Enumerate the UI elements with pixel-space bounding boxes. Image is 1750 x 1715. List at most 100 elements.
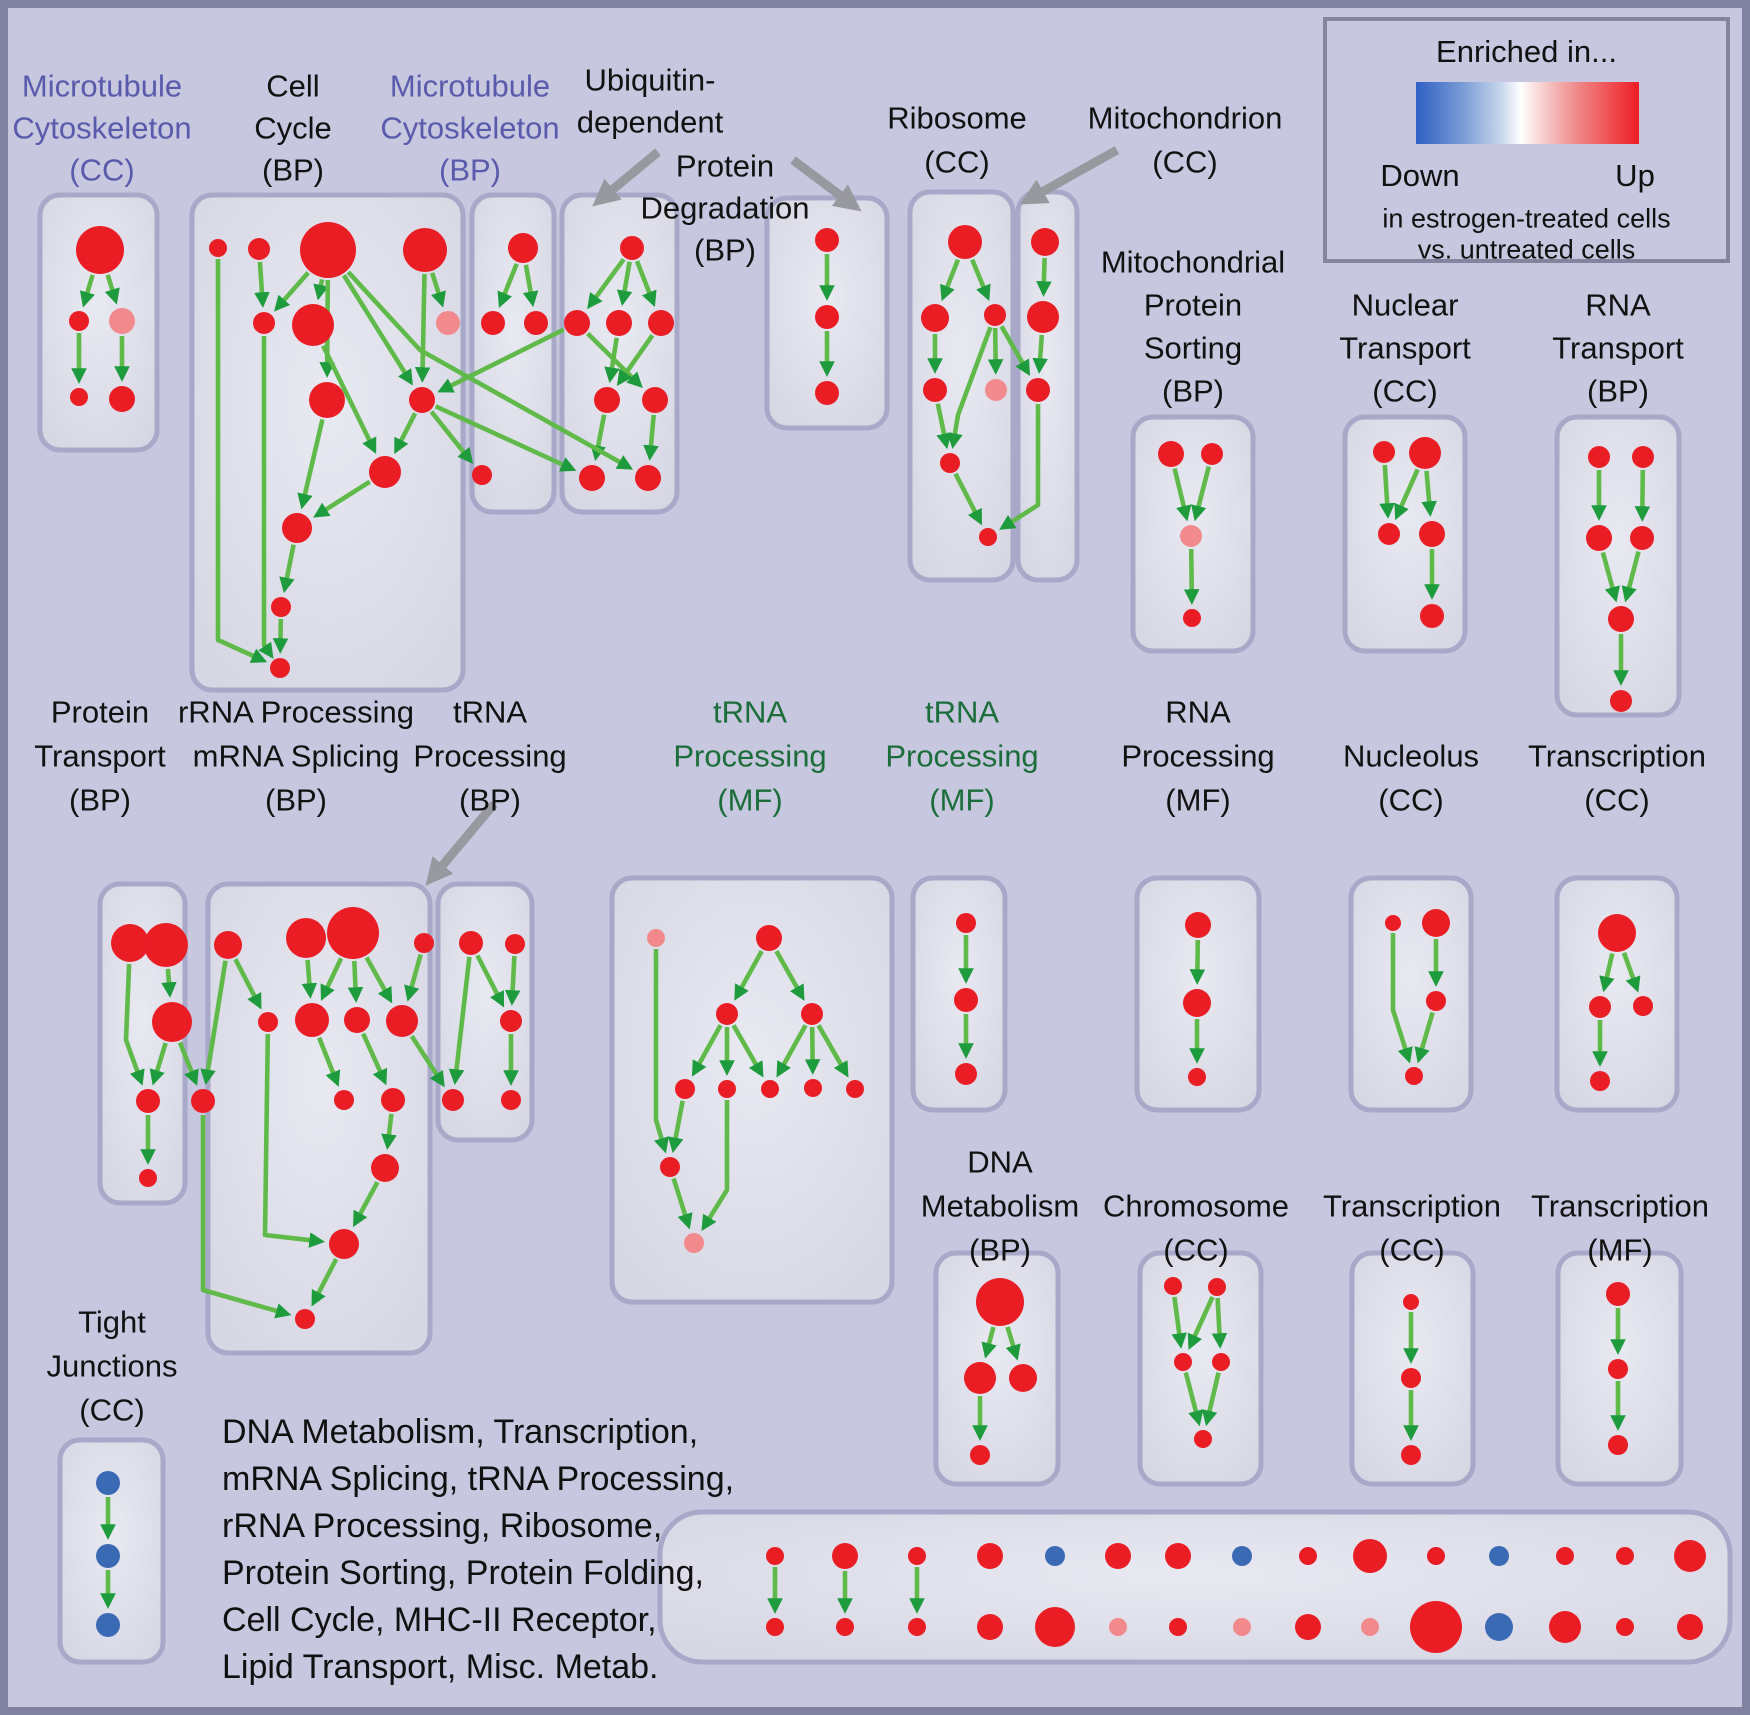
edge-arrow <box>1621 952 1641 993</box>
go-term-node <box>976 1278 1024 1326</box>
edge-arrow <box>200 1115 292 1319</box>
go-term-node <box>270 658 290 678</box>
go-term-node <box>984 304 1006 326</box>
edge-arrow <box>79 274 95 308</box>
cluster-boxes <box>37 189 1733 1665</box>
go-term-node <box>500 1010 522 1032</box>
edge-arrow <box>177 1041 199 1086</box>
go-term-node <box>442 1089 464 1111</box>
go-term-node <box>1174 1353 1192 1371</box>
edge-arrow <box>313 278 329 301</box>
edge-arrow <box>731 1024 764 1078</box>
go-term-node <box>1419 521 1445 547</box>
go-term-node <box>716 1003 738 1025</box>
strip-node-top <box>977 1543 1003 1569</box>
edge-arrow <box>364 956 393 1004</box>
edge-arrow <box>394 412 418 455</box>
edge-arrow <box>279 544 296 594</box>
go-term-node <box>1164 1277 1182 1295</box>
go-term-node <box>804 1079 822 1097</box>
go-term-node <box>309 382 345 418</box>
go-term-node <box>1009 1364 1037 1392</box>
edge-arrow <box>429 410 474 465</box>
strip-node-bottom <box>1677 1614 1703 1640</box>
strip-node-bottom <box>1035 1607 1075 1647</box>
go-term-node <box>801 1003 823 1025</box>
edge-arrow <box>123 963 145 1086</box>
strip-node-top <box>1105 1543 1131 1569</box>
go-term-node <box>1180 525 1202 547</box>
go-term-node <box>1586 525 1612 551</box>
go-term-node <box>1401 1368 1421 1388</box>
edge-arrow <box>774 949 805 1001</box>
cluster-box-nuclear-transport <box>1342 414 1468 654</box>
go-term-node <box>1201 443 1223 465</box>
go-term-node <box>956 913 976 933</box>
strip-node-top <box>832 1543 858 1569</box>
go-term-node <box>282 513 312 543</box>
go-term-node <box>524 311 548 335</box>
edge-arrow <box>475 954 505 1008</box>
strip-node-bottom <box>1109 1618 1127 1636</box>
go-term-node <box>1426 991 1446 1011</box>
edge-arrow <box>1191 466 1212 522</box>
strip-node-bottom <box>836 1618 854 1636</box>
edge-arrow <box>346 270 634 470</box>
go-term-node <box>594 387 620 413</box>
go-term-node <box>606 310 632 336</box>
go-term-node <box>923 378 947 402</box>
edge-arrow <box>200 960 228 1086</box>
go-term-node <box>295 1003 329 1037</box>
go-term-node <box>248 238 270 260</box>
edge-arrow <box>409 1034 445 1088</box>
go-term-node <box>1632 446 1654 468</box>
go-term-node <box>436 311 460 335</box>
cluster-box-dna-metabolism <box>933 1250 1061 1487</box>
edge-arrow <box>1172 468 1192 522</box>
go-term-node <box>1378 523 1400 545</box>
go-term-node <box>921 304 949 332</box>
go-term-node <box>209 239 227 257</box>
text-block-line-1: DNA Metabolism, Transcription, <box>222 1413 699 1451</box>
go-term-node <box>1409 437 1441 469</box>
go-term-node <box>1606 1282 1630 1306</box>
go-term-node <box>1212 1353 1230 1371</box>
edge-arrow <box>1183 1372 1204 1427</box>
go-term-node <box>684 1233 704 1253</box>
edge-arrow <box>104 274 120 305</box>
cluster-box-mt-cc <box>37 192 160 453</box>
edge-arrow <box>667 1100 685 1154</box>
go-term-node <box>1588 446 1610 468</box>
go-term-node <box>1633 996 1653 1016</box>
go-term-node <box>253 312 275 334</box>
go-term-node <box>1185 912 1211 938</box>
edge-arrow <box>347 960 364 1003</box>
go-term-node <box>136 1089 160 1113</box>
go-term-node <box>815 305 839 329</box>
go-term-node <box>1598 914 1636 952</box>
go-term-node <box>1420 604 1444 628</box>
legend-gradient-bar <box>1416 82 1639 144</box>
edge-arrow <box>701 1100 730 1232</box>
edge-arrow <box>816 1024 849 1078</box>
go-term-node <box>109 308 135 334</box>
strip-node-top <box>1232 1546 1252 1566</box>
edge-arrow <box>1600 551 1620 603</box>
edge-arrow <box>301 959 318 999</box>
go-term-node <box>1026 378 1050 402</box>
legend-subtitle-1: in estrogen-treated cells <box>1382 203 1671 234</box>
ubiquitin-pointer-left <box>592 148 661 207</box>
go-term-node <box>979 528 997 546</box>
go-term-node <box>271 597 291 617</box>
edge-arrow <box>258 336 274 659</box>
go-term-node <box>381 1088 405 1112</box>
edge-arrow <box>448 956 472 1085</box>
go-term-node <box>642 387 668 413</box>
go-term-node <box>109 386 135 412</box>
edge-arrow <box>616 261 633 307</box>
go-term-node <box>70 388 88 406</box>
strip-node-bottom <box>1361 1618 1379 1636</box>
go-term-node <box>508 233 538 263</box>
go-term-node <box>76 226 124 274</box>
edge-arrow <box>590 414 607 462</box>
